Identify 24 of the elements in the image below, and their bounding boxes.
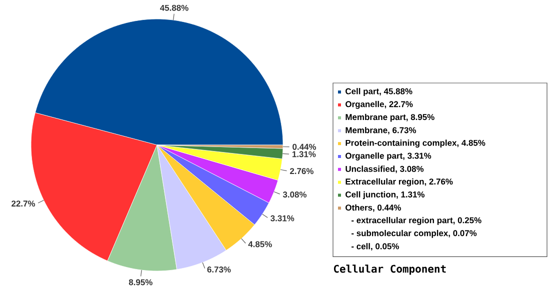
data-label: 0.44%: [292, 144, 316, 150]
legend-label: Extracellular region, 2.76%: [346, 178, 453, 186]
text: Cellular Component: [334, 264, 446, 275]
legend-label: Organelle, 22.7%: [346, 100, 413, 109]
data-label: 6.73%: [207, 266, 231, 273]
data-label: 2.76%: [290, 168, 314, 174]
data-label: 1.31%: [292, 151, 316, 158]
legend-label: Cell junction, 1.31%: [346, 191, 425, 200]
data-label: 3.31%: [270, 215, 294, 222]
data-label: 45.88%: [160, 4, 188, 11]
legend-label: Unclassified, 3.08%: [346, 166, 424, 174]
data-label: 4.85%: [248, 241, 272, 248]
legend-label: Others, 0.44%: [346, 204, 401, 212]
data-label: 8.95%: [128, 279, 152, 286]
data-label: 3.08%: [282, 192, 307, 198]
legend-label: Organelle part, 3.31%: [346, 152, 432, 160]
legend-label: Cell part, 45.88%: [346, 88, 412, 96]
text: - extracellular region part, 0.25%: [352, 217, 482, 225]
data-label: 22.7%: [12, 200, 36, 207]
text: - submolecular complex, 0.07%: [352, 230, 477, 238]
legend-label: Membrane part, 8.95%: [346, 114, 434, 122]
legend-label: Protein-containing complex, 4.85%: [346, 140, 486, 148]
text: - cell, 0.05%: [352, 243, 399, 251]
legend-label: Membrane, 6.73%: [346, 126, 416, 134]
